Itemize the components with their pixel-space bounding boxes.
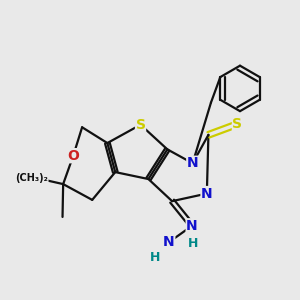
Text: H: H xyxy=(188,237,199,250)
Text: S: S xyxy=(232,117,242,131)
Text: O: O xyxy=(67,149,79,163)
Text: N: N xyxy=(187,156,198,170)
Text: S: S xyxy=(136,118,146,132)
Text: (CH₃)₂: (CH₃)₂ xyxy=(15,173,48,183)
Text: N: N xyxy=(186,219,198,233)
Text: H: H xyxy=(149,251,160,264)
Text: N: N xyxy=(201,187,213,201)
Text: N: N xyxy=(163,235,175,249)
